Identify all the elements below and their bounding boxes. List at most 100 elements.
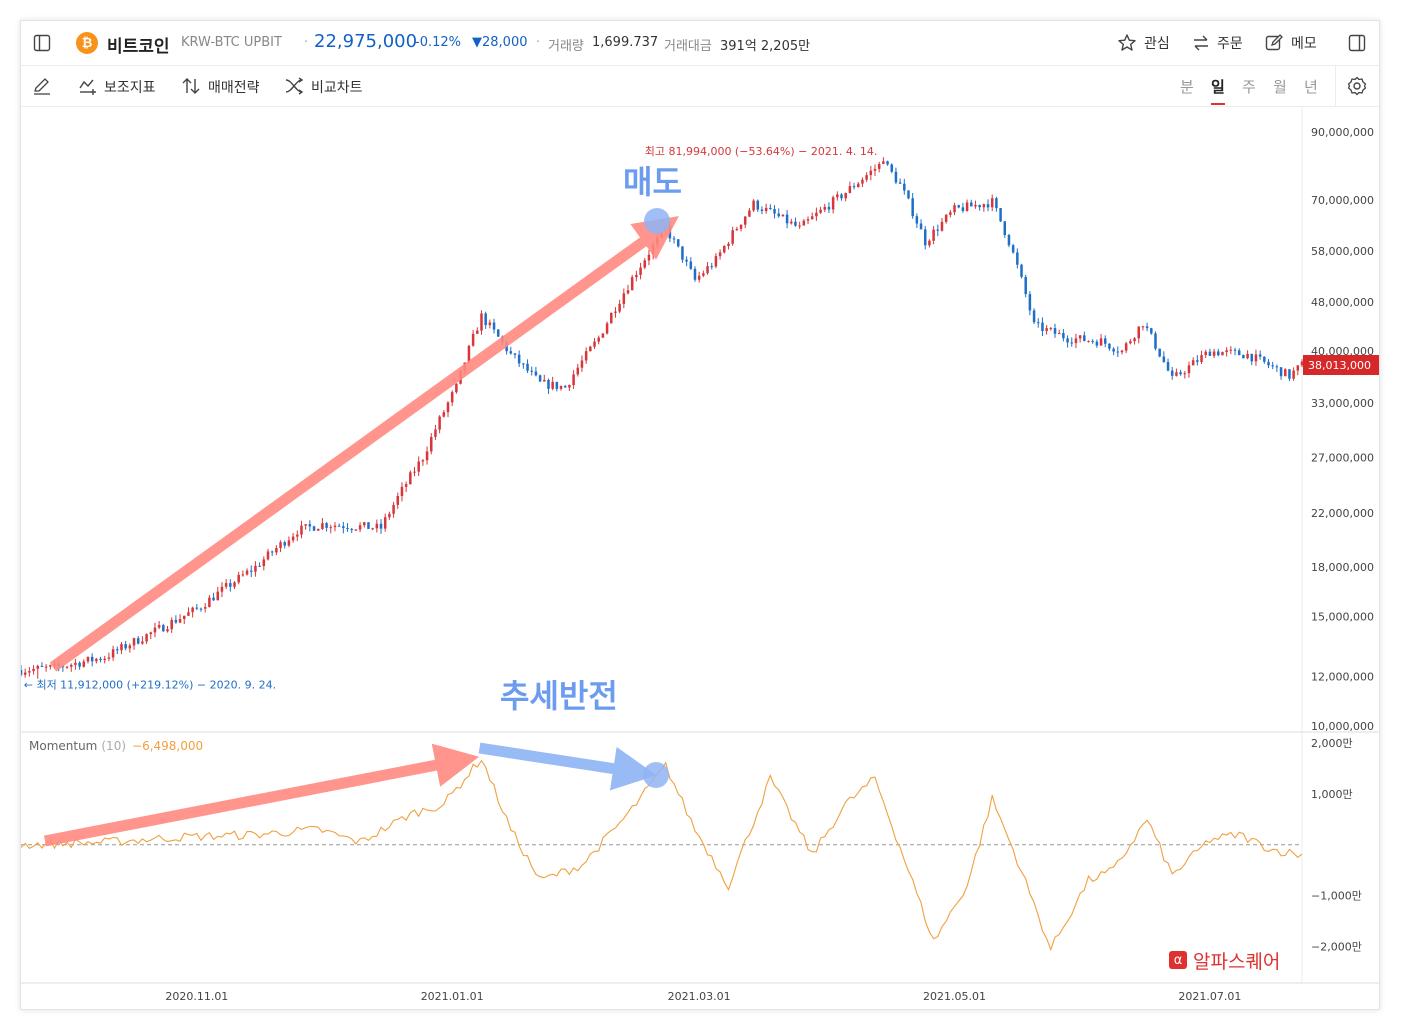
price-y-axis: 90,000,000 70,000,000 58,000,000 48,000,000… bbox=[1311, 126, 1374, 733]
candle-body bbox=[1108, 343, 1111, 349]
candle-body bbox=[635, 274, 638, 278]
candle-body bbox=[903, 183, 906, 191]
panel-toggle-icon[interactable] bbox=[1346, 32, 1368, 54]
candle-body bbox=[1129, 341, 1132, 344]
candle-body bbox=[526, 363, 529, 371]
candle-body bbox=[141, 641, 144, 644]
order-button[interactable]: 주문 bbox=[1217, 36, 1243, 52]
chart-window: ₿ 비트코인 KRW-BTC UPBIT · 22,975,000 -0.12%… bbox=[20, 20, 1380, 1010]
candle-body bbox=[287, 540, 291, 546]
period-week-tab[interactable]: 주 bbox=[1242, 78, 1256, 96]
price-tick-label: 27,000,000 bbox=[1311, 451, 1374, 464]
candle-body bbox=[777, 213, 780, 217]
period-minute-tab[interactable]: 분 bbox=[1180, 78, 1194, 96]
candle-body bbox=[233, 582, 236, 587]
candle-body bbox=[790, 221, 793, 224]
candle-body bbox=[852, 186, 856, 188]
candle-body bbox=[388, 513, 391, 518]
edit-memo-icon[interactable] bbox=[1263, 32, 1285, 54]
candle-body bbox=[367, 522, 370, 529]
candle-body bbox=[99, 658, 102, 661]
compare-button[interactable]: 비교차트 bbox=[311, 80, 363, 96]
candle-body bbox=[1112, 348, 1115, 352]
candle-body bbox=[865, 175, 868, 180]
candle-body bbox=[36, 665, 40, 669]
candle-body bbox=[291, 536, 295, 541]
settings-gear-icon[interactable] bbox=[1346, 75, 1368, 97]
candle-body bbox=[697, 275, 701, 280]
swap-icon[interactable] bbox=[1190, 32, 1212, 54]
candle-body bbox=[312, 526, 316, 531]
indicator-label: Momentum (10) −6,498,000 bbox=[29, 739, 203, 753]
period-month-tab[interactable]: 월 bbox=[1273, 78, 1287, 96]
candle-body bbox=[702, 273, 705, 276]
candle-body bbox=[610, 312, 613, 324]
candle-body bbox=[681, 246, 684, 260]
candle-body bbox=[1217, 351, 1220, 356]
candle-body bbox=[1016, 252, 1019, 265]
candle-body bbox=[1246, 353, 1249, 359]
period-year-tab[interactable]: 년 bbox=[1304, 78, 1318, 96]
period-day-tab[interactable]: 일 bbox=[1211, 78, 1225, 96]
indicator-icon[interactable] bbox=[77, 75, 99, 97]
favorite-button[interactable]: 관심 bbox=[1144, 36, 1170, 52]
strategy-button[interactable]: 매매전략 bbox=[208, 80, 260, 96]
candle-body bbox=[651, 244, 655, 255]
candle-body bbox=[743, 216, 747, 225]
candle-body bbox=[601, 333, 605, 338]
momentum-y-axis: 2,000만 1,000만 −1,000만 −2,000만 bbox=[21, 737, 1362, 954]
candle-body bbox=[538, 375, 542, 382]
candle-body bbox=[932, 229, 935, 241]
price-tick-label: 40,000,000 bbox=[1311, 345, 1374, 358]
candle-body bbox=[275, 548, 278, 553]
candle-body bbox=[877, 163, 881, 169]
candle-body bbox=[823, 206, 827, 210]
sidebar-toggle-icon[interactable] bbox=[31, 32, 53, 54]
candle-body bbox=[245, 570, 249, 575]
candle-body bbox=[923, 229, 927, 246]
candle-body bbox=[434, 429, 437, 437]
memo-button[interactable]: 메모 bbox=[1291, 36, 1317, 52]
coin-name[interactable]: 비트코인 bbox=[107, 37, 170, 57]
candle-body bbox=[689, 261, 693, 269]
candle-body bbox=[894, 171, 898, 183]
indicators-button[interactable]: 보조지표 bbox=[104, 80, 156, 96]
candle-body bbox=[584, 351, 588, 361]
candlestick-series bbox=[21, 157, 1304, 679]
candle-body bbox=[915, 216, 919, 224]
candle-body bbox=[827, 206, 831, 210]
draw-pencil-icon[interactable] bbox=[31, 75, 53, 97]
candle-body bbox=[421, 460, 425, 462]
date-tick-label: 2021.03.01 bbox=[668, 990, 731, 1003]
candle-body bbox=[375, 523, 379, 529]
sell-point-marker bbox=[644, 208, 670, 234]
candle-body bbox=[379, 523, 383, 529]
date-x-axis: 2020.11.01 2021.01.01 2021.03.01 2021.05.01… bbox=[165, 990, 1241, 1003]
candle-body bbox=[241, 574, 245, 576]
candle-body bbox=[61, 666, 65, 668]
candle-body bbox=[21, 670, 23, 675]
candle-body bbox=[325, 523, 328, 528]
candle-body bbox=[488, 322, 492, 326]
candle-body bbox=[90, 656, 94, 662]
candle-body bbox=[1145, 326, 1149, 329]
candle-body bbox=[1020, 264, 1023, 277]
candle-body bbox=[153, 627, 157, 633]
candle-body bbox=[773, 209, 776, 214]
candle-body bbox=[166, 629, 169, 632]
compare-icon[interactable] bbox=[283, 75, 305, 97]
candle-body bbox=[1024, 276, 1027, 295]
candle-body bbox=[266, 551, 270, 560]
candle-body bbox=[944, 214, 948, 222]
reversal-point-marker bbox=[643, 762, 669, 788]
strategy-icon[interactable] bbox=[180, 75, 202, 97]
price-tick-label: 70,000,000 bbox=[1311, 194, 1374, 207]
chart-annotations: 38,013,000 최고 81,994,000 (−53.64%) − 2021… bbox=[24, 145, 1379, 847]
candle-body bbox=[74, 662, 77, 665]
price-chart[interactable]: 90,000,000 70,000,000 58,000,000 48,000,000… bbox=[21, 107, 1379, 1009]
candle-body bbox=[136, 638, 140, 644]
candle-body bbox=[1221, 352, 1224, 356]
momentum-tick-label: 2,000만 bbox=[1311, 737, 1353, 750]
candle-body bbox=[1158, 348, 1161, 357]
star-icon[interactable] bbox=[1116, 32, 1138, 54]
